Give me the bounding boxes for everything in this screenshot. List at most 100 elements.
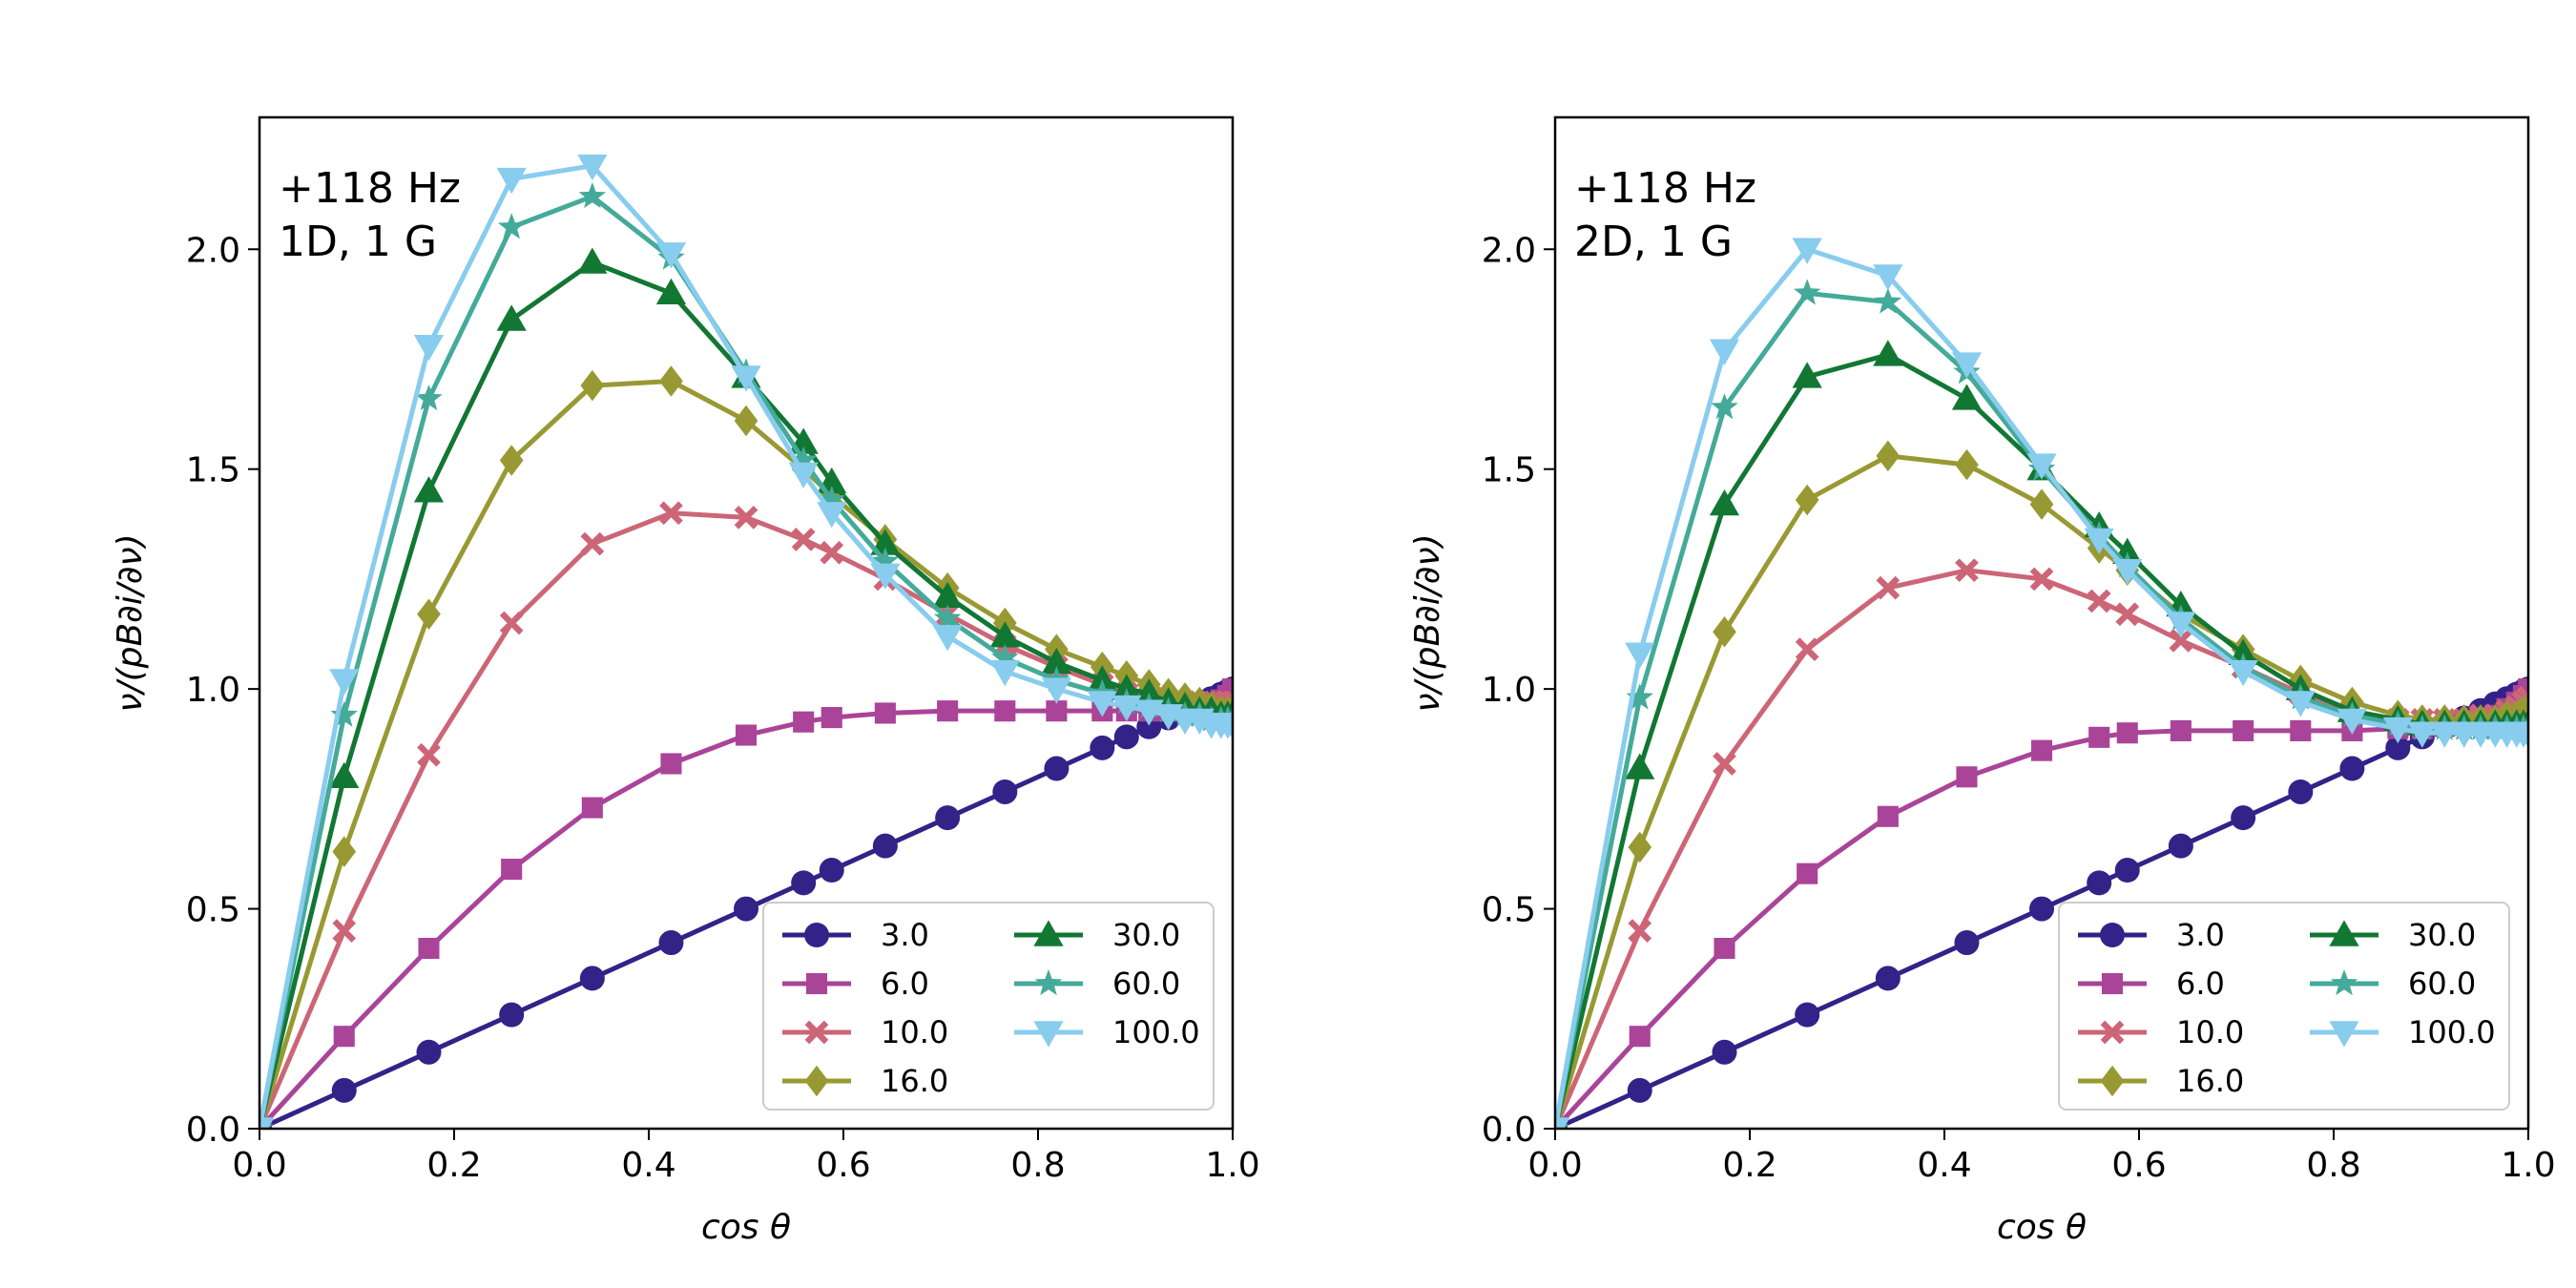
legend-label: 100.0 [1112,1014,1200,1050]
data-point [1709,339,1740,365]
legend: 3.0 6.0 10.0 16.0 30.0 60.0 100.0 [762,902,1215,1111]
data-point [1951,384,1983,410]
data-point [1626,683,1653,710]
legend-label: 10.0 [881,1014,948,1050]
data-point [2382,717,2413,744]
data-point [1877,805,1899,827]
legend-marker [804,1065,829,1097]
data-point [1629,1026,1651,1048]
data-point [1797,862,1818,884]
data-point [2407,721,2438,748]
series-100.0 [260,154,1233,1129]
data-point [1041,677,1071,704]
data-point [2084,528,2114,555]
data-point [1044,756,1070,781]
data-point [871,547,900,573]
data-point [1133,678,1164,705]
panel-1d: 0.0 0.2 0.4 0.6 0.8 1.0 0.0 0.5 1.0 1.5 2.0 +118 H… [111,115,1260,1247]
legend-marker [804,1020,829,1045]
legend-entry: 3.0 [782,917,929,953]
data-point [417,598,441,631]
data-point [1795,1002,1820,1028]
data-point [2030,739,2053,761]
data-point [2168,833,2193,859]
y-tick-label: 1.0 [186,671,240,710]
data-point [791,870,817,896]
data-point [735,724,758,746]
data-point [659,365,683,397]
legend-marker [2329,1021,2359,1048]
data-point [2115,602,2140,627]
annotation-line-1: +118 Hz [1574,164,1756,213]
data-point [2088,726,2110,748]
data-point [2339,756,2365,781]
legend-entry: 3.0 [2078,917,2225,953]
data-point [496,167,527,195]
data-point [1046,700,1068,722]
data-point [989,659,1020,687]
legend-label: 16.0 [2176,1063,2244,1099]
data-point [1875,966,1901,991]
data-point [817,502,847,529]
x-tick-label: 0.0 [1527,1146,1582,1185]
data-point [870,529,901,555]
y-axis-label: ν/(pB∂i/∂ν) [111,533,150,712]
data-point [1709,488,1740,516]
legend-marker [2330,969,2358,996]
legend-entry: 30.0 [1014,917,1180,953]
data-point [1111,695,1142,722]
legend-frame [2058,902,2510,1111]
x-tick-label: 0.4 [1917,1146,1971,1185]
data-point [501,859,523,881]
legend-entry: 30.0 [2310,917,2476,953]
data-point [937,700,959,722]
data-point [1795,637,1819,662]
y-tick-label: 0.5 [1482,891,1536,930]
data-point [791,528,816,551]
data-point [332,836,357,867]
data-point [2337,708,2367,735]
data-point [1714,937,1735,960]
data-point [2029,488,2054,520]
data-point [821,707,842,729]
y-tick-label: 0.0 [1482,1111,1536,1150]
data-point [655,242,687,269]
data-point [734,405,758,437]
legend-label: 60.0 [1112,966,1180,1002]
y-tick-label: 0.5 [186,891,240,930]
data-point [1627,1077,1652,1103]
data-point [417,742,441,767]
data-point [2166,612,2196,638]
data-point [329,669,360,696]
legend-entry: 16.0 [2078,1063,2244,1099]
y-tick-label: 0.0 [186,1111,240,1150]
x-axis-label: cos θ [701,1208,791,1247]
data-point [819,858,844,883]
data-point [2087,870,2112,896]
data-point [499,611,524,635]
data-point [1625,642,1655,669]
axes-frame [1553,115,2530,1131]
data-point [1090,735,1115,760]
data-point [2029,896,2054,922]
data-point [415,384,443,411]
legend-label: 10.0 [2176,1014,2244,1050]
data-point [658,930,684,956]
x-tick-label: 0.6 [2111,1146,2166,1185]
data-point [499,1002,525,1028]
data-point [992,779,1018,804]
data-point [659,501,683,526]
data-point [820,540,844,565]
data-point [1874,287,1902,314]
data-point [1955,448,1979,481]
legend-frame [762,902,1215,1111]
data-point [1111,674,1142,700]
legend-entry: 10.0 [782,1014,948,1050]
legend-entry: 6.0 [782,966,929,1002]
data-point [418,937,440,960]
legend-marker [1033,1021,1064,1048]
data-point [578,182,607,209]
x-axis-label: cos θ [1997,1208,2087,1247]
legend-entry: 100.0 [1014,1014,1200,1050]
data-point [991,643,1019,670]
